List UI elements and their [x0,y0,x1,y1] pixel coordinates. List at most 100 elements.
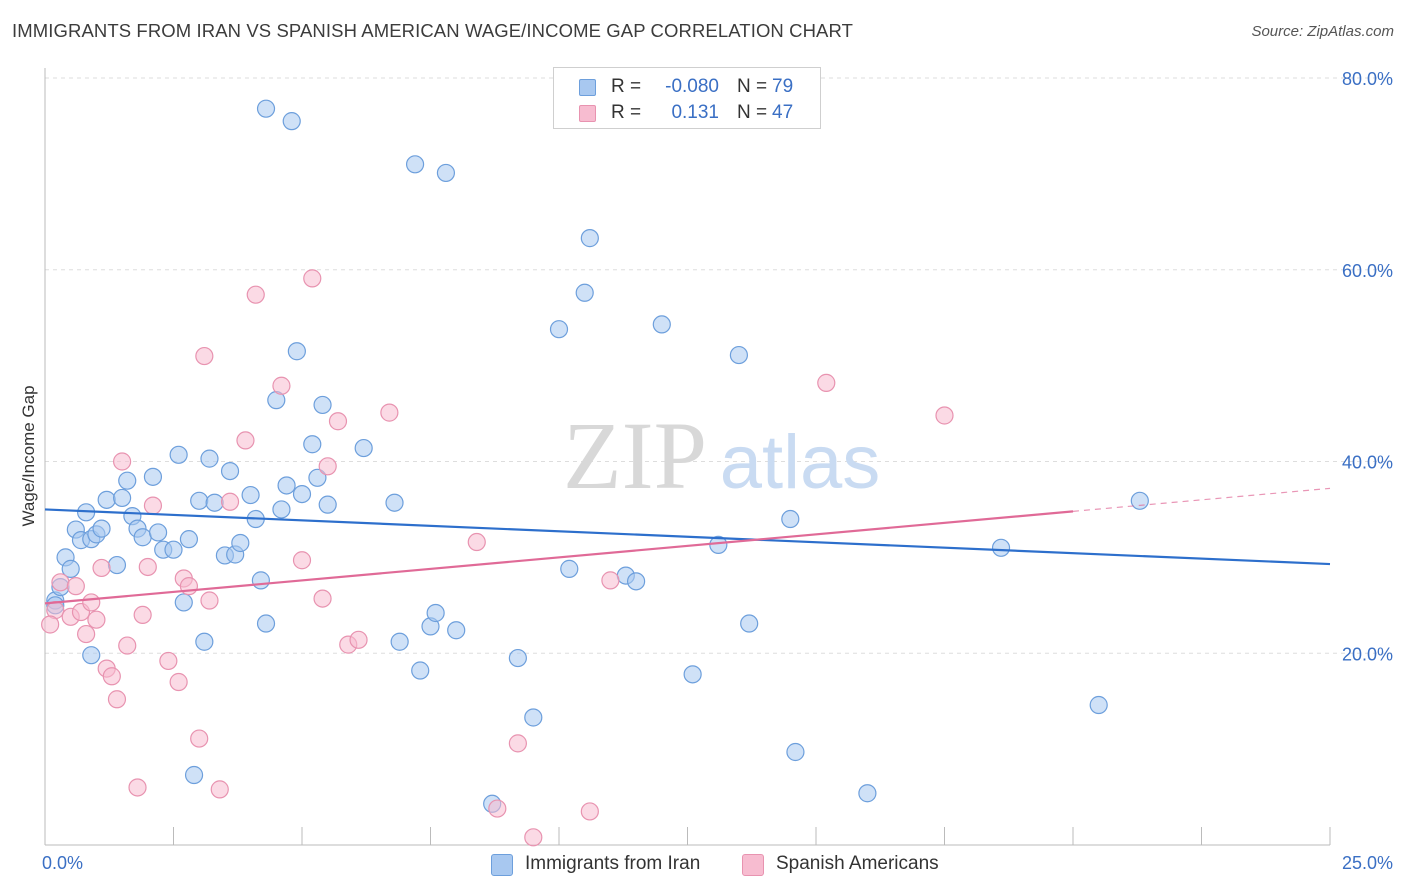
point-iran [220,461,240,481]
point-iran [390,632,409,651]
point-iran [436,163,456,183]
point-spanish [195,346,214,366]
legend-swatch-iran [491,854,513,876]
axes [44,68,1331,846]
point-iran [174,593,193,612]
point-spanish [190,729,209,748]
watermark-zip: ZIP [563,402,707,509]
point-iran [241,485,260,505]
point-spanish [349,630,368,649]
point-spanish [66,577,85,596]
legend-r-label: R = [611,102,642,123]
point-spanish [272,376,291,395]
point-iran [287,342,306,361]
trend-line-spanish-extension [1072,487,1331,512]
point-iran [148,523,168,542]
point-iran [61,559,80,578]
point-iran [411,661,430,680]
data-points [41,99,1149,847]
point-iran [133,528,152,547]
grid-lines [45,77,1392,654]
point-iran [318,495,337,514]
point-iran [549,320,569,339]
point-spanish [292,551,312,570]
point-iran [1130,491,1149,510]
point-iran [112,488,132,508]
point-spanish [601,571,620,590]
point-iran [256,614,276,633]
legend-swatch-pink [579,105,596,122]
point-spanish [159,651,178,671]
point-iran [107,555,127,575]
point-iran [781,509,800,529]
point-spanish [935,406,954,425]
y-tick-label: 20.0% [1342,644,1393,664]
point-iran [184,765,204,785]
point-iran [205,493,224,512]
point-spanish [133,605,152,625]
legend-r-value: -0.080 [665,76,719,97]
point-spanish [169,672,188,692]
y-axis-label: Wage/Income Gap [19,385,38,526]
legend-row-iran: R = -0.080 N = 79 [554,74,820,100]
point-spanish [107,690,127,709]
point-iran [354,438,373,458]
point-spanish [77,624,96,644]
point-iran [508,648,527,668]
point-spanish [246,285,265,304]
point-iran [277,476,296,495]
point-iran [200,449,219,468]
legend-swatch-spanish [742,854,764,876]
point-spanish [143,496,163,515]
point-iran [626,572,646,591]
point-iran [580,229,599,248]
legend-label-spanish: Spanish Americans [776,853,939,874]
point-iran [405,155,425,174]
point-spanish [200,591,219,610]
watermark-atlas: atlas [720,420,881,505]
point-iran [313,395,332,415]
point-iran [991,538,1011,557]
point-spanish [112,452,132,471]
legend-n-value: 47 [772,102,794,123]
point-iran [560,559,579,578]
point-spanish [92,558,111,578]
point-iran [652,315,671,334]
point-iran [1089,695,1108,715]
point-iran [858,784,877,803]
x-tick-label: 0.0% [42,853,83,873]
y-tick-label: 80.0% [1342,69,1393,89]
point-iran [169,445,188,464]
point-iran [729,345,749,365]
point-spanish [318,457,337,476]
point-iran [256,99,276,118]
point-spanish [236,431,255,450]
point-iran [190,491,209,510]
chart-title: IMMIGRANTS FROM IRAN VS SPANISH AMERICAN… [12,20,854,41]
point-spanish [380,403,399,422]
point-spanish [328,412,348,431]
legend-n-value: 79 [772,76,794,97]
point-spanish [210,780,229,799]
point-spanish [313,589,332,608]
point-iran [97,490,116,509]
point-iran [195,632,214,651]
point-iran [385,493,404,512]
series-legend: Immigrants from Iran Spanish Americans [0,853,1406,877]
legend-swatch-blue [579,79,596,96]
point-iran [740,614,759,633]
point-spanish [580,802,599,821]
point-spanish [102,667,121,686]
point-spanish [41,615,60,634]
y-tick-label: 40.0% [1342,453,1393,473]
point-spanish [220,492,240,511]
legend-r-label: R = [611,76,642,97]
point-iran [786,742,805,762]
point-spanish [82,593,101,612]
point-iran [524,708,543,727]
point-iran [282,112,301,131]
correlation-legend: R = -0.080 N = 79 R = 0.131 N = 47 [553,67,821,129]
source-label: Source: ZipAtlas.com [1251,23,1394,40]
trend-lines [44,487,1331,605]
legend-r-value: 0.131 [671,102,719,123]
